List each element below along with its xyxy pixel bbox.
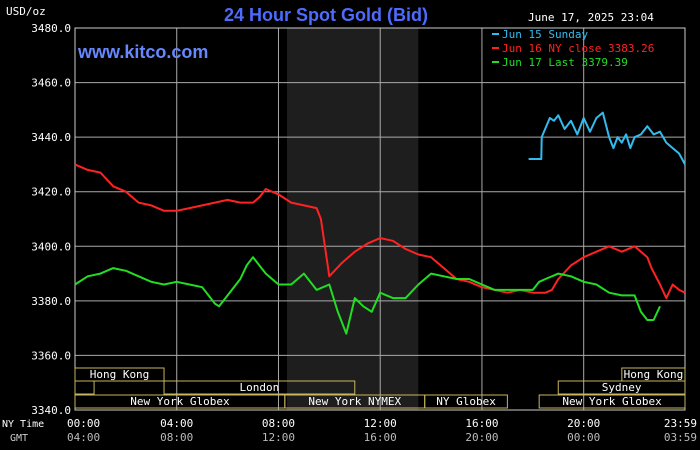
market-box — [163, 380, 356, 395]
market-label: New York Globex — [562, 395, 662, 408]
market-box — [557, 380, 686, 395]
market-box — [538, 394, 686, 409]
legend-item-1: Jun 15 Sunday — [502, 28, 588, 41]
market-label: Sydney — [602, 381, 642, 394]
market-label: Hong Kong — [624, 368, 684, 381]
ny-tick-label: 16:00 — [465, 417, 498, 430]
legend-swatches — [492, 33, 499, 63]
y-tick-label: 3380.0 — [31, 295, 71, 308]
market-label: London — [240, 381, 280, 394]
y-tick-label: 3400.0 — [31, 240, 71, 253]
market-label: Hong Kong — [90, 368, 150, 381]
y-tick-label: 3340.0 — [31, 404, 71, 417]
gmt-tick-label: 03:59 — [664, 431, 697, 444]
chart-title: 24 Hour Spot Gold (Bid) — [224, 5, 428, 25]
ny-tick-label: 04:00 — [160, 417, 193, 430]
market-label: New York Globex — [130, 395, 230, 408]
y-tick-label: 3460.0 — [31, 77, 71, 90]
ny-time-label: NY Time — [2, 419, 44, 430]
series-line-2 — [74, 163, 686, 300]
timestamp: June 17, 2025 23:04 — [528, 11, 654, 24]
unit-label: USD/oz — [6, 5, 46, 18]
gmt-tick-label: 12:00 — [262, 431, 295, 444]
legend: Jun 15 Sunday Jun 16 NY close 3383.26 Ju… — [502, 28, 654, 69]
gmt-tick-label: 20:00 — [465, 431, 498, 444]
market-label: NY Globex — [436, 395, 496, 408]
legend-item-3: Jun 17 Last 3379.39 — [502, 56, 628, 69]
x-axis-ticks: 00:0004:0004:0008:0008:0012:0012:0016:00… — [67, 417, 697, 444]
market-box — [74, 380, 95, 395]
y-tick-label: 3440.0 — [31, 131, 71, 144]
gmt-tick-label: 16:00 — [364, 431, 397, 444]
gmt-tick-label: 04:00 — [67, 431, 100, 444]
market-box — [424, 394, 508, 409]
ny-tick-label: 23:59 — [664, 417, 697, 430]
ny-tick-label: 20:00 — [567, 417, 600, 430]
legend-item-2: Jun 16 NY close 3383.26 — [502, 42, 654, 55]
watermark: www.kitco.com — [77, 42, 208, 62]
gmt-label: GMT — [10, 433, 28, 444]
y-tick-label: 3420.0 — [31, 186, 71, 199]
ny-tick-label: 08:00 — [262, 417, 295, 430]
nymex-session-shade — [286, 28, 419, 410]
gmt-tick-label: 00:00 — [567, 431, 600, 444]
plot-frame — [74, 27, 686, 411]
y-axis-ticks: 3340.0 3360.0 3380.0 3400.0 3420.0 3440.0 3460… — [31, 22, 71, 417]
price-series — [74, 111, 686, 335]
series-line-1 — [528, 111, 686, 165]
ny-tick-label: 12:00 — [364, 417, 397, 430]
market-box — [74, 367, 165, 382]
grid-lines — [74, 27, 686, 411]
session-shading — [286, 28, 419, 410]
series-line-3 — [74, 256, 661, 335]
gmt-tick-label: 08:00 — [160, 431, 193, 444]
y-tick-label: 3480.0 — [31, 22, 71, 35]
ny-tick-label: 00:00 — [67, 417, 100, 430]
market-label: New York NYMEX — [308, 395, 401, 408]
y-tick-label: 3360.0 — [31, 349, 71, 362]
